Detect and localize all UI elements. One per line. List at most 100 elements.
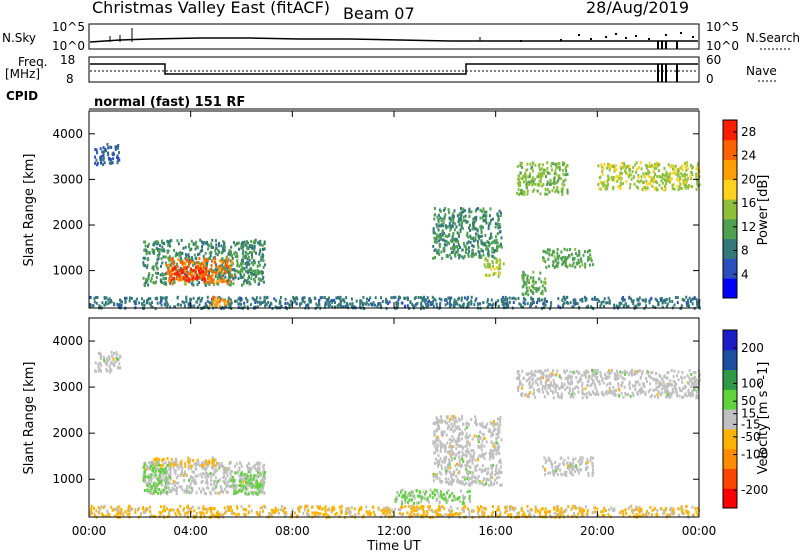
- data-cell: [681, 164, 684, 168]
- data-cell: [576, 262, 579, 266]
- data-cell: [622, 296, 625, 299]
- data-cell: [611, 178, 614, 182]
- data-cell: [436, 225, 439, 229]
- data-cell: [449, 300, 451, 304]
- data-cell: [229, 266, 232, 270]
- data-cell: [493, 272, 496, 276]
- data-cell: [488, 262, 491, 266]
- data-cell: [535, 287, 538, 291]
- data-cell: [344, 304, 347, 308]
- data-cell: [161, 463, 164, 467]
- data-cell: [253, 473, 256, 477]
- data-cell: [558, 254, 561, 258]
- data-cell: [563, 247, 566, 251]
- data-cell: [645, 172, 647, 176]
- data-cell: [448, 445, 451, 449]
- data-cell: [486, 274, 489, 278]
- data-cell: [179, 462, 182, 466]
- data-cell: [339, 299, 342, 303]
- data-cell: [461, 248, 464, 252]
- data-cell: [491, 449, 494, 453]
- data-cell: [204, 302, 207, 306]
- data-cell: [539, 271, 542, 275]
- data-cell: [254, 272, 257, 276]
- data-cell: [162, 277, 165, 281]
- data-cell: [229, 272, 232, 276]
- data-cell: [245, 481, 247, 485]
- data-cell: [436, 251, 439, 255]
- data-cell: [423, 297, 426, 301]
- data-cell: [685, 173, 688, 177]
- data-cell: [458, 444, 461, 448]
- data-cell: [210, 506, 212, 510]
- data-cell: [258, 465, 261, 469]
- data-cell: [443, 215, 446, 219]
- data-cell: [466, 476, 469, 480]
- data-cell: [630, 177, 633, 181]
- data-cell: [239, 474, 242, 478]
- data-cell: [194, 474, 197, 478]
- data-cell: [222, 480, 225, 484]
- data-cell: [575, 376, 578, 379]
- data-cell: [249, 478, 252, 482]
- data-cell: [112, 362, 115, 366]
- data-cell: [336, 296, 339, 300]
- data-cell: [486, 422, 489, 426]
- data-cell: [263, 463, 266, 467]
- data-cell: [450, 472, 453, 476]
- data-cell: [451, 223, 454, 227]
- data-cell: [580, 511, 583, 515]
- data-cell: [444, 224, 447, 228]
- data-cell: [237, 277, 240, 280]
- data-cell: [315, 511, 318, 515]
- data-cell: [461, 475, 464, 479]
- data-cell: [433, 236, 436, 240]
- data-cell: [259, 278, 262, 282]
- data-cell: [219, 464, 222, 468]
- data-cell: [557, 179, 560, 183]
- data-cell: [627, 175, 630, 179]
- data-cell: [169, 270, 172, 274]
- data-cell: [521, 383, 524, 387]
- data-cell: [156, 258, 159, 262]
- data-cell: [327, 514, 330, 518]
- data-cell: [622, 510, 625, 514]
- data-cell: [557, 508, 560, 512]
- data-cell: [155, 459, 157, 463]
- data-cell: [180, 485, 183, 489]
- data-cell: [325, 516, 328, 520]
- data-cell: [167, 272, 170, 276]
- data-cell: [316, 304, 319, 308]
- data-cell: [560, 189, 563, 193]
- data-cell: [499, 458, 502, 462]
- data-cell: [524, 172, 527, 175]
- data-cell: [170, 275, 173, 279]
- data-cell: [603, 304, 605, 308]
- data-cell: [427, 304, 430, 307]
- data-cell: [480, 242, 483, 246]
- data-cell: [147, 481, 150, 485]
- data-cell: [210, 483, 213, 486]
- y-tick-label: 4000: [52, 127, 83, 141]
- data-cell: [201, 472, 204, 475]
- data-cell: [457, 455, 460, 459]
- data-cell: [458, 434, 460, 438]
- data-cell: [621, 166, 624, 170]
- data-cell: [586, 258, 589, 262]
- data-cell: [148, 302, 151, 306]
- data-cell: [450, 439, 453, 442]
- data-cell: [470, 210, 473, 214]
- data-cell: [89, 305, 92, 309]
- data-cell: [300, 301, 303, 305]
- data-cell: [162, 490, 165, 494]
- data-cell: [526, 504, 529, 508]
- data-cell: [647, 512, 650, 516]
- data-cell: [451, 236, 454, 240]
- data-cell: [218, 268, 221, 272]
- data-cell: [439, 237, 442, 241]
- data-cell: [199, 472, 202, 476]
- data-cell: [371, 303, 374, 307]
- data-cell: [485, 425, 488, 429]
- data-cell: [622, 298, 624, 302]
- data-cell: [518, 174, 521, 178]
